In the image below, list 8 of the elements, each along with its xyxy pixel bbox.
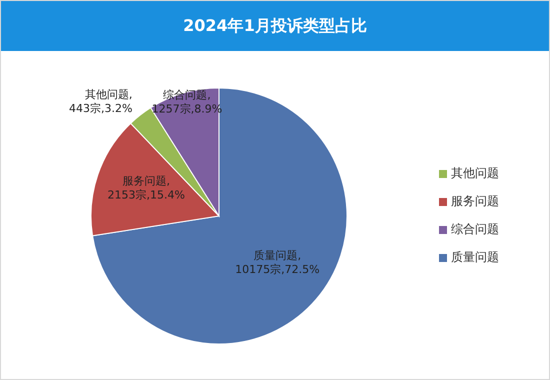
legend-label: 服务问题 [451,194,499,208]
data-label: 其他问题, 443宗,3.2% [68,88,132,115]
legend-label: 综合问题 [451,222,499,236]
legend-label: 质量问题 [451,250,499,264]
data-label: 质量问题, 10175宗,72.5% [235,248,320,276]
chart-title: 2024年1月投诉类型占比 [1,1,549,51]
data-label: 服务问题, 2153宗,15.4% [108,174,185,202]
legend-label: 其他问题 [451,166,499,180]
